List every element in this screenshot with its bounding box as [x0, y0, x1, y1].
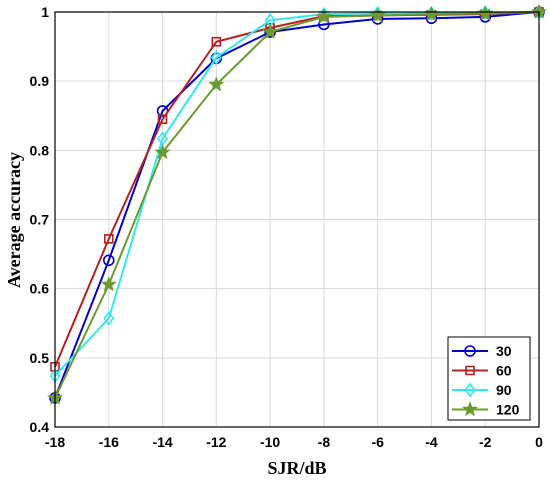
legend-entry: 90 [452, 382, 512, 398]
legend-label: 60 [496, 363, 512, 379]
x-tick-label: 0 [535, 434, 543, 450]
x-tick-label: -16 [99, 434, 119, 450]
y-tick-label: 0.6 [30, 281, 50, 297]
square-marker [157, 114, 168, 125]
plot-frame [54, 11, 540, 428]
x-tick-label: -10 [260, 434, 280, 450]
circle-marker [102, 254, 115, 267]
y-tick-label: 0.5 [30, 350, 50, 366]
series-120 [47, 3, 547, 405]
diamond-marker [210, 50, 222, 65]
star-marker [262, 23, 279, 39]
x-tick-label: -6 [371, 434, 384, 450]
square-marker [103, 234, 114, 244]
x-tick-label: -18 [45, 434, 65, 450]
y-tick-label: 1 [41, 4, 49, 20]
series-line [54, 11, 540, 399]
square-marker [211, 36, 222, 47]
circle-marker [464, 345, 476, 357]
star-marker [369, 7, 386, 23]
legend: 30 60 90 120 [447, 336, 531, 421]
x-tick-label: -8 [318, 434, 331, 450]
y-tick-label: 0.7 [30, 212, 50, 228]
y-tick-label: 0.8 [30, 142, 50, 158]
y-tick-label: 0.9 [30, 73, 50, 89]
star-marker [154, 144, 171, 160]
star-marker [477, 4, 494, 21]
legend-entry: 30 [452, 343, 512, 359]
x-tick-label: -4 [425, 434, 438, 450]
legend-label: 30 [496, 343, 512, 359]
star-marker [100, 276, 117, 292]
legend-entry: 60 [452, 363, 512, 379]
legend-label: 90 [496, 382, 512, 398]
x-tick-labels: -18 -16 -14 -12 -10 -8 -6 -4 -2 0 [45, 434, 543, 450]
y-axis-label: Average accuracy [4, 152, 24, 288]
diamond-marker [103, 311, 115, 326]
x-tick-label: -2 [479, 434, 492, 450]
diamond-marker [372, 6, 384, 21]
y-tick-label: 0.4 [30, 419, 50, 435]
diamond-marker [464, 382, 476, 398]
series-line [54, 11, 540, 399]
x-tick-label: -14 [152, 434, 172, 450]
legend-entry: 120 [452, 401, 520, 418]
star-marker [315, 8, 332, 24]
x-tick-label: -12 [206, 434, 226, 450]
square-marker [465, 365, 475, 376]
y-tick-labels: 0.4 0.5 0.6 0.7 0.8 0.9 1 [30, 4, 50, 435]
legend-label: 120 [496, 402, 520, 418]
series-layer [47, 3, 547, 405]
x-axis-label: SJR/dB [267, 458, 326, 478]
star-marker [462, 401, 478, 417]
star-marker [208, 76, 225, 92]
